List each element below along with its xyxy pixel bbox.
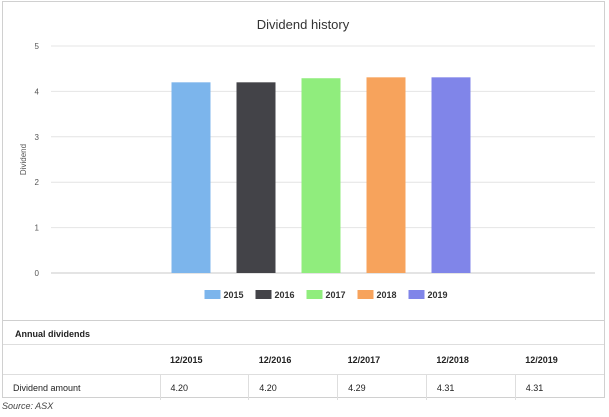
y-axis-label: Dividend bbox=[19, 144, 28, 175]
bar-2018[interactable] bbox=[366, 77, 406, 274]
table-row: Dividend amount 4.20 4.20 4.29 4.31 4.31 bbox=[3, 374, 604, 400]
legend-item-2017[interactable]: 2017 bbox=[306, 290, 346, 300]
legend-label: 2019 bbox=[428, 290, 448, 300]
table-header-cell: 12/2018 bbox=[426, 344, 516, 375]
legend-swatch bbox=[408, 290, 425, 299]
table-title: Annual dividends bbox=[3, 320, 604, 344]
legend-item-2016[interactable]: 2016 bbox=[255, 290, 295, 300]
legend-label: 2016 bbox=[275, 290, 295, 300]
y-tick-label: 0 bbox=[35, 269, 40, 278]
table-header-cell: 12/2016 bbox=[248, 344, 338, 375]
legend-swatch bbox=[255, 290, 272, 299]
table-cell: 4.29 bbox=[337, 374, 427, 400]
legend-item-2019[interactable]: 2019 bbox=[408, 290, 448, 300]
bar-2019[interactable] bbox=[431, 77, 471, 274]
table-cell: 4.31 bbox=[425, 374, 516, 400]
y-axis-ticks: 0 1 2 3 4 5 bbox=[35, 42, 40, 278]
annual-dividends-table-section: Annual dividends 12/2015 12/2016 12/2017… bbox=[3, 320, 604, 400]
table-header-row: 12/2015 12/2016 12/2017 12/2018 12/2019 bbox=[3, 344, 604, 375]
y-tick-label: 3 bbox=[35, 133, 40, 142]
y-tick-label: 2 bbox=[35, 178, 40, 187]
bar-2017[interactable] bbox=[301, 78, 341, 273]
table-header-cell: 12/2015 bbox=[160, 344, 249, 375]
source-note: Source: ASX bbox=[2, 401, 54, 411]
legend-swatch bbox=[204, 290, 221, 299]
legend-item-2015[interactable]: 2015 bbox=[204, 290, 244, 300]
legend-swatch bbox=[357, 290, 374, 299]
bar-2015[interactable] bbox=[171, 82, 211, 273]
table-cell: 4.20 bbox=[248, 374, 338, 400]
table-header-cell bbox=[3, 344, 160, 375]
row-label: Dividend amount bbox=[3, 374, 160, 400]
table-header-cell: 12/2019 bbox=[515, 344, 604, 375]
annual-dividends-table: 12/2015 12/2016 12/2017 12/2018 12/2019 … bbox=[3, 344, 604, 400]
legend-item-2018[interactable]: 2018 bbox=[357, 290, 397, 300]
legend-label: 2017 bbox=[326, 290, 346, 300]
legend-swatch bbox=[306, 290, 323, 299]
legend-label: 2018 bbox=[377, 290, 397, 300]
bar-2016[interactable] bbox=[236, 82, 276, 273]
table-header-cell: 12/2017 bbox=[337, 344, 427, 375]
bars bbox=[171, 77, 471, 274]
y-tick-label: 4 bbox=[35, 87, 40, 96]
legend: 2015 2016 2017 2018 2019 bbox=[204, 290, 448, 300]
y-tick-label: 5 bbox=[35, 42, 40, 51]
y-tick-label: 1 bbox=[35, 224, 40, 233]
table-cell: 4.31 bbox=[514, 374, 604, 400]
table-cell: 4.20 bbox=[159, 374, 249, 400]
chart-title: Dividend history bbox=[257, 17, 350, 32]
legend-label: 2015 bbox=[224, 290, 244, 300]
